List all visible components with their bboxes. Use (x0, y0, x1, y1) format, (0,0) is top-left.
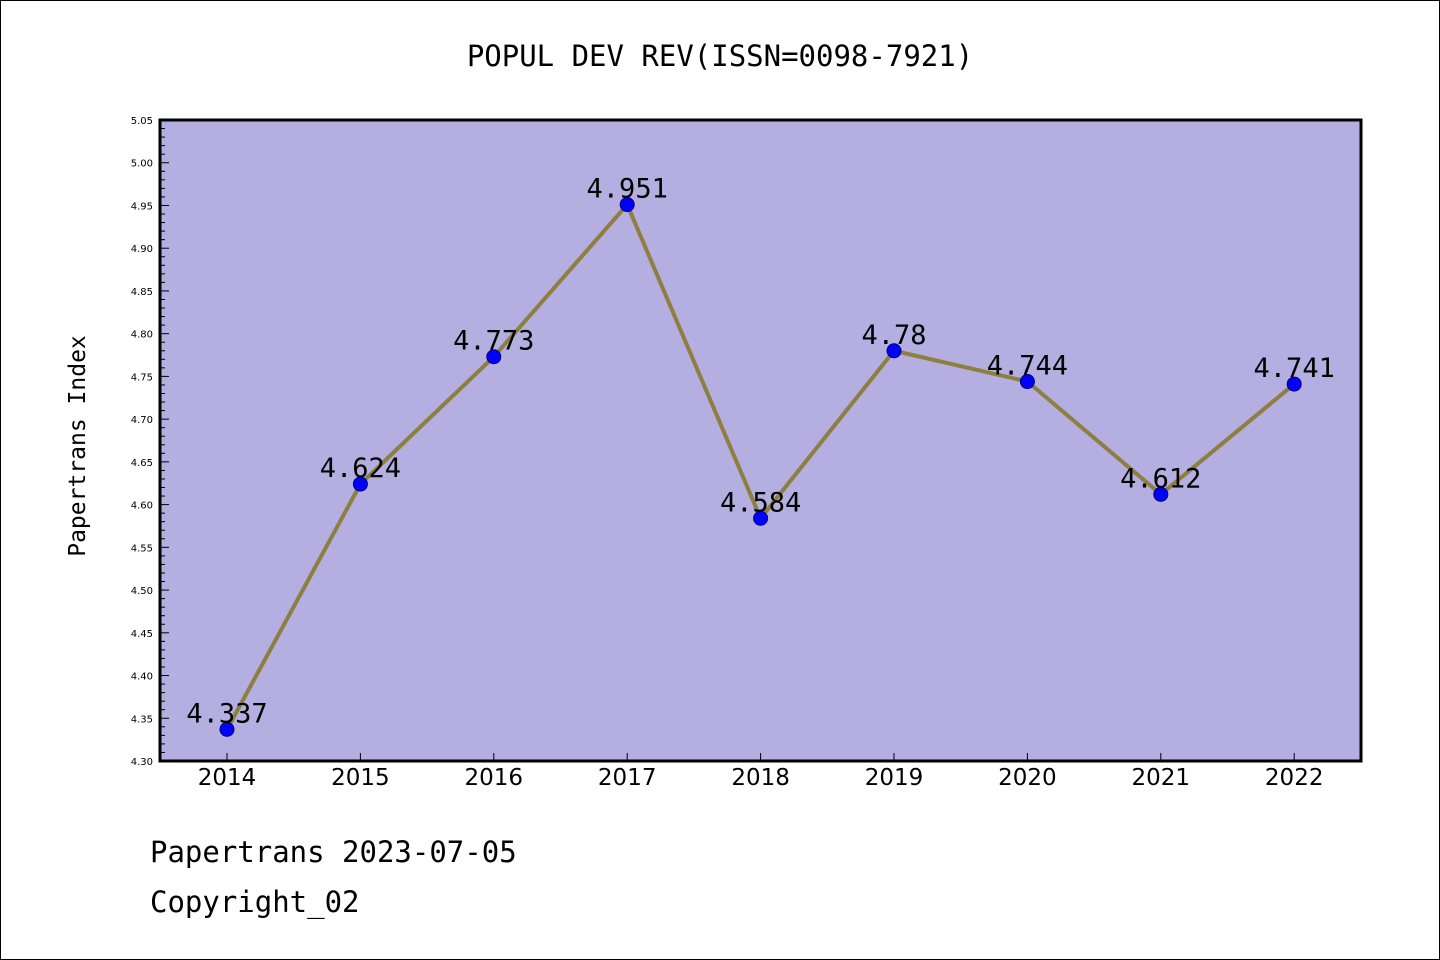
data-point (486, 349, 502, 365)
y-tick-label: 4.95 (131, 201, 153, 212)
footer-date-text: Papertrans 2023-07-05 (150, 835, 517, 869)
data-point (1019, 374, 1035, 390)
plot-area (160, 120, 1361, 761)
x-tick-label: 2021 (1132, 765, 1191, 791)
plot-border (158, 118, 1363, 763)
data-point (753, 510, 769, 526)
data-label: 4.744 (987, 351, 1068, 382)
data-label: 4.584 (720, 487, 801, 518)
x-tick-label: 2022 (1265, 765, 1324, 791)
data-point (1153, 486, 1169, 502)
y-tick-label: 5.05 (131, 116, 153, 127)
data-point (1286, 376, 1302, 392)
x-tick-label: 2017 (598, 765, 657, 791)
data-label: 4.337 (186, 698, 267, 729)
data-label: 4.741 (1254, 353, 1335, 384)
y-tick-label: 4.55 (131, 543, 153, 554)
x-tick-label: 2014 (198, 765, 257, 791)
x-tick-label: 2020 (998, 765, 1057, 791)
y-tick-label: 4.70 (131, 415, 153, 426)
y-tick-label: 4.30 (131, 757, 153, 768)
y-tick-label: 4.60 (131, 501, 153, 512)
y-tick-label: 4.65 (131, 458, 153, 469)
chart-title: POPUL DEV REV(ISSN=0098-7921) (467, 39, 973, 73)
x-tick-label: 2015 (331, 765, 390, 791)
series-layer: 4.337 4.624 4.773 4.951 4.584 4.78 4.744 4.612 4… (186, 174, 1335, 737)
y-tick-label: 4.35 (131, 714, 153, 725)
y-tick-label: 4.40 (131, 672, 153, 683)
data-point (219, 721, 235, 737)
y-tick-label: 5.00 (131, 159, 153, 170)
data-point (352, 476, 368, 492)
data-label: 4.951 (587, 174, 668, 205)
x-tick-label: 2016 (465, 765, 524, 791)
x-tick-label: 2019 (865, 765, 924, 791)
data-point (886, 343, 902, 359)
y-tick-label: 4.45 (131, 629, 153, 640)
y-axis-ticks: 4.30 4.35 4.40 4.45 4.50 4.55 4.60 4.65 4.70 4.75… (131, 116, 169, 768)
y-tick-label: 4.80 (131, 330, 153, 341)
footer-copyright-text: Copyright_02 (150, 885, 360, 919)
y-tick-label: 4.85 (131, 287, 153, 298)
x-axis-ticks: 2014 2015 2016 2017 2018 2019 2020 2021 2022 (198, 753, 1324, 791)
data-label: 4.78 (861, 320, 926, 351)
y-tick-label: 4.50 (131, 586, 153, 597)
data-point (619, 197, 635, 213)
y-tick-label: 4.90 (131, 244, 153, 255)
data-label: 4.773 (453, 326, 534, 357)
x-tick-label: 2018 (731, 765, 790, 791)
y-tick-label: 4.75 (131, 372, 153, 383)
data-label: 4.612 (1120, 463, 1201, 494)
y-axis-label: Papertrans Index (65, 335, 91, 557)
data-label: 4.624 (320, 453, 401, 484)
